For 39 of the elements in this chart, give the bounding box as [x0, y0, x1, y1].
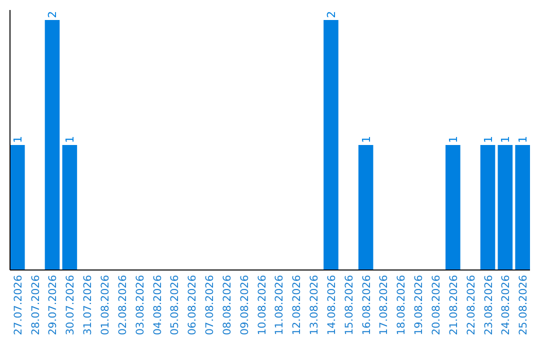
x-tick-label: 08.08.2026 [221, 274, 234, 336]
x-tick-label: 11.08.2026 [274, 274, 286, 336]
x-tick-label: 31.07.2026 [82, 274, 94, 336]
x-tick-label: 18.08.2026 [396, 274, 408, 336]
x-tick-label: 21.08.2026 [448, 274, 460, 336]
x-tick-label: 15.08.2026 [343, 274, 356, 336]
x-tick-label: 30.07.2026 [64, 274, 77, 336]
x-tick-label: 28.07.2026 [30, 274, 42, 336]
x-tick-label: 04.08.2026 [152, 274, 164, 336]
data-label: 1 [64, 136, 77, 143]
data-label: 1 [499, 136, 512, 143]
x-tick-label: 12.08.2026 [291, 274, 304, 336]
x-tick-label: 09.08.2026 [238, 274, 251, 336]
data-label: 2 [46, 11, 60, 18]
x-tick-label: 20.08.2026 [430, 274, 442, 336]
data-label: 1 [11, 136, 24, 143]
x-tick-label: 02.08.2026 [116, 274, 129, 336]
x-tick-label: 24.08.2026 [500, 274, 512, 336]
data-label: 1 [482, 136, 495, 143]
x-tick-label: 19.08.2026 [413, 274, 426, 336]
x-tick-label: 10.08.2026 [256, 274, 268, 336]
data-label: 2 [324, 11, 338, 18]
data-label: 1 [446, 136, 460, 143]
x-tick-label: 03.08.2026 [134, 274, 146, 336]
x-tick-label: 01.08.2026 [100, 274, 112, 336]
data-label: 1 [360, 136, 373, 143]
x-tick-label: 14.08.2026 [326, 274, 338, 336]
x-tick-label: 13.08.2026 [308, 274, 321, 336]
x-tick-label: 06.08.2026 [186, 274, 199, 336]
x-tick-label: 07.08.2026 [204, 274, 216, 336]
x-tick-label: 29.07.2026 [47, 274, 60, 336]
x-tick-label: 23.08.2026 [482, 274, 495, 336]
x-tick-label: 22.08.2026 [465, 274, 478, 336]
x-tick-label: 05.08.2026 [169, 274, 182, 336]
data-label: 1 [516, 136, 530, 143]
x-tick-label: 16.08.2026 [360, 274, 373, 336]
x-tick-label: 17.08.2026 [378, 274, 390, 336]
x-tick-label: 25.08.2026 [518, 274, 530, 336]
x-tick-label: 27.07.2026 [12, 274, 24, 336]
